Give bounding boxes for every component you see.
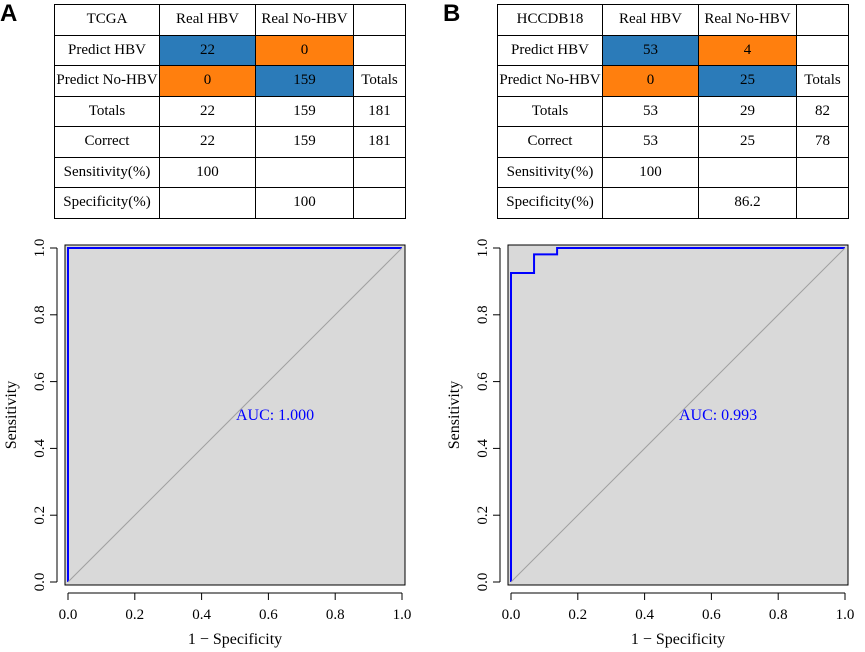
x-tick-label: 0.6 [702, 607, 721, 623]
confusion-matrix-table: HCCDB18 Real HBV Real No-HBV Predict HBV… [497, 4, 849, 219]
cell-sensitivity: 100 [602, 156, 699, 188]
y-tick-label: 0.0 [32, 573, 48, 592]
roc-chart-a: 0.0 0.2 0.4 0.6 0.8 1.0 1 − Specificity 0.0 0.2 0… [3, 239, 412, 648]
cell-false-positive: 0 [255, 34, 354, 66]
y-tick-label: 0.6 [32, 372, 48, 391]
empty-cell [353, 187, 406, 219]
y-axis-label: Sensitivity [446, 381, 463, 449]
empty-cell [796, 156, 849, 188]
y-tick-label: 0.2 [475, 506, 491, 525]
row-header-predict-hbv: Predict HBV [54, 34, 160, 66]
row-header-predict-hbv: Predict HBV [497, 34, 603, 66]
empty-cell [796, 4, 849, 36]
cell-correct-hbv: 53 [602, 126, 699, 158]
x-tick-label: 0.8 [326, 607, 345, 623]
roc-curve [510, 247, 845, 582]
y-tick-label: 0.0 [475, 573, 491, 592]
y-tick-label: 1.0 [475, 239, 491, 258]
row-header-sensitivity: Sensitivity(%) [497, 156, 603, 188]
empty-cell [698, 156, 797, 188]
cell-total-all: 181 [353, 95, 406, 127]
cell-true-negative: 159 [255, 65, 354, 97]
diagonal-reference-line [67, 247, 403, 583]
x-tick-label: 0.0 [502, 607, 521, 623]
empty-cell [796, 34, 849, 66]
cell-correct-hbv: 22 [159, 126, 256, 158]
empty-cell [255, 156, 354, 188]
x-tick-label: 1.0 [393, 607, 412, 623]
cell-total-no-hbv: 159 [255, 95, 354, 127]
cell-true-positive: 22 [159, 34, 256, 66]
panel-letter: B [443, 0, 461, 27]
empty-cell [159, 187, 256, 219]
y-tick-label: 0.8 [32, 305, 48, 324]
y-tick-label: 0.4 [32, 439, 48, 458]
panel-b: B HCCDB18 Real HBV Real No-HBV Predict H… [443, 0, 865, 652]
col-header-real-hbv: Real HBV [602, 4, 699, 36]
auc-annotation: AUC: 0.993 [679, 407, 757, 424]
x-tick-label: 0.4 [192, 607, 211, 623]
row-header-correct: Correct [497, 126, 603, 158]
col-header-real-no-hbv: Real No-HBV [255, 4, 354, 36]
cell-correct-all: 181 [353, 126, 406, 158]
empty-cell [353, 156, 406, 188]
y-tick-label: 0.6 [475, 372, 491, 391]
cell-false-negative: 0 [602, 65, 699, 97]
cell-correct-no-hbv: 159 [255, 126, 354, 158]
col-header-real-no-hbv: Real No-HBV [698, 4, 797, 36]
cell-true-positive: 53 [602, 34, 699, 66]
row-header-predict-no-hbv: Predict No-HBV [497, 65, 603, 97]
row-header-sensitivity: Sensitivity(%) [54, 156, 160, 188]
empty-cell [353, 34, 406, 66]
roc-chart-b: 0.0 0.2 0.4 0.6 0.8 1.0 1 − Specificity 0.0 0.2 0… [446, 239, 855, 648]
x-tick-label: 0.2 [568, 607, 587, 623]
y-tick-label: 0.8 [475, 305, 491, 324]
x-tick-label: 1.0 [836, 607, 855, 623]
confusion-matrix-table: TCGA Real HBV Real No-HBV Predict HBV 22… [54, 4, 406, 219]
panel-letter: A [0, 0, 18, 27]
table-corner-label: TCGA [54, 4, 160, 36]
empty-cell [602, 187, 699, 219]
cell-false-positive: 4 [698, 34, 797, 66]
cell-total-no-hbv: 29 [698, 95, 797, 127]
y-tick-label: 0.2 [32, 506, 48, 525]
row-header-specificity: Specificity(%) [497, 187, 603, 219]
row-header-totals: Totals [497, 95, 603, 127]
cell-false-negative: 0 [159, 65, 256, 97]
row-header-predict-no-hbv: Predict No-HBV [54, 65, 160, 97]
x-tick-label: 0.4 [635, 607, 654, 623]
x-tick-label: 0.2 [125, 607, 144, 623]
col-header-real-hbv: Real HBV [159, 4, 256, 36]
totals-col-label: Totals [353, 65, 406, 97]
cell-correct-no-hbv: 25 [698, 126, 797, 158]
cell-correct-all: 78 [796, 126, 849, 158]
diagonal-reference-line [510, 247, 846, 583]
panel-a: A TCGA Real HBV Real No-HBV Predict HBV … [0, 0, 432, 652]
cell-total-hbv: 22 [159, 95, 256, 127]
cell-specificity: 86.2 [698, 187, 797, 219]
x-tick-label: 0.6 [259, 607, 278, 623]
cell-total-all: 82 [796, 95, 849, 127]
empty-cell [796, 187, 849, 219]
roc-curve [67, 247, 402, 582]
x-tick-label: 0.0 [59, 607, 78, 623]
y-tick-label: 1.0 [32, 239, 48, 258]
y-axis-label: Sensitivity [3, 381, 20, 449]
cell-total-hbv: 53 [602, 95, 699, 127]
empty-cell [353, 4, 406, 36]
x-tick-label: 0.8 [769, 607, 788, 623]
totals-col-label: Totals [796, 65, 849, 97]
row-header-specificity: Specificity(%) [54, 187, 160, 219]
row-header-correct: Correct [54, 126, 160, 158]
table-corner-label: HCCDB18 [497, 4, 603, 36]
row-header-totals: Totals [54, 95, 160, 127]
auc-annotation: AUC: 1.000 [236, 407, 314, 424]
cell-sensitivity: 100 [159, 156, 256, 188]
x-axis-label: 1 − Specificity [631, 631, 725, 648]
cell-specificity: 100 [255, 187, 354, 219]
x-axis-label: 1 − Specificity [188, 631, 282, 648]
cell-true-negative: 25 [698, 65, 797, 97]
y-tick-label: 0.4 [475, 439, 491, 458]
